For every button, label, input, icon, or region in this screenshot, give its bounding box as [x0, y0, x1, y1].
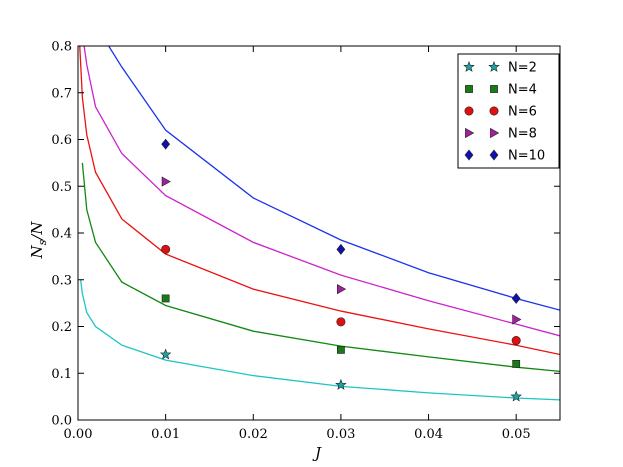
- legend-label: N=8: [508, 127, 537, 142]
- marker-n4: [512, 359, 521, 368]
- y-tick-label: 0.3: [51, 273, 72, 288]
- marker-n8: [337, 283, 347, 295]
- marker-n10: [161, 138, 171, 150]
- y-tick-label: 0.8: [51, 40, 72, 55]
- y-tick-label: 0.0: [51, 414, 72, 429]
- legend: N=2 N=4 N=6 N=8 N=10: [457, 53, 560, 169]
- legend-box: [457, 53, 560, 169]
- marker-n4: [337, 345, 345, 354]
- marker-n10: [511, 292, 521, 304]
- fit-curve-n10: [108, 46, 560, 311]
- legend-label: N=2: [508, 61, 537, 76]
- legend-marker: [465, 85, 473, 93]
- legend-marker: [463, 60, 475, 72]
- fit-curve-n4: [81, 162, 560, 373]
- marker-n10: [336, 243, 346, 255]
- legend-marker: [488, 60, 500, 72]
- legend-marker: [490, 85, 498, 93]
- marker-n2: [510, 390, 522, 402]
- y-tick-label: 0.6: [51, 133, 72, 148]
- x-tick-label: 0.05: [502, 427, 531, 442]
- fit-curve-n2: [79, 279, 560, 401]
- data-markers: [159, 138, 522, 402]
- marker-n4: [161, 294, 170, 303]
- axis-ticks: [77, 45, 560, 421]
- x-tick-label: 0.04: [414, 427, 443, 442]
- y-axis-label-subscript: s: [36, 239, 49, 245]
- x-tick-label: 0.03: [326, 427, 355, 442]
- marker-n8: [161, 176, 171, 187]
- y-axis-label-main: N: [28, 244, 46, 259]
- x-axis-label: J: [312, 444, 322, 462]
- fit-curves: [79, 46, 560, 401]
- y-tick-label: 0.4: [51, 227, 72, 242]
- legend-marker: [489, 149, 499, 161]
- legend-marker: [465, 127, 475, 139]
- y-axis-label: Ns/N: [28, 221, 49, 260]
- legend-label: N=4: [508, 83, 537, 98]
- y-tick-label: 0.2: [51, 320, 72, 335]
- y-axis-label-rest: /N: [28, 221, 46, 242]
- marker-n6: [511, 336, 521, 346]
- marker-n2: [159, 348, 172, 360]
- y-tick-label: 0.5: [51, 180, 72, 195]
- fit-curve-n8: [83, 46, 560, 337]
- legend-marker: [464, 149, 474, 161]
- fit-curve-n6: [79, 46, 560, 356]
- marker-n6: [336, 317, 346, 327]
- legend-label: N=6: [508, 105, 537, 120]
- legend-marker: [489, 106, 499, 116]
- marker-n6: [161, 244, 171, 254]
- legend-marker: [464, 106, 474, 116]
- y-tick-label: 0.7: [51, 86, 72, 101]
- x-tick-label: 0.01: [151, 427, 180, 442]
- x-tick-label: 0.02: [239, 427, 268, 442]
- legend-label: N=10: [508, 149, 545, 164]
- x-tick-labels: 0.00 0.01 0.02 0.03 0.04 0.05: [64, 427, 531, 442]
- legend-marker: [490, 127, 500, 139]
- y-tick-label: 0.1: [51, 367, 72, 382]
- x-tick-label: 0.00: [64, 427, 93, 442]
- marker-n2: [335, 378, 347, 390]
- y-tick-labels: 0.0 0.1 0.2 0.3 0.4 0.5 0.6 0.7 0.8: [51, 40, 72, 429]
- marker-n8: [512, 314, 522, 325]
